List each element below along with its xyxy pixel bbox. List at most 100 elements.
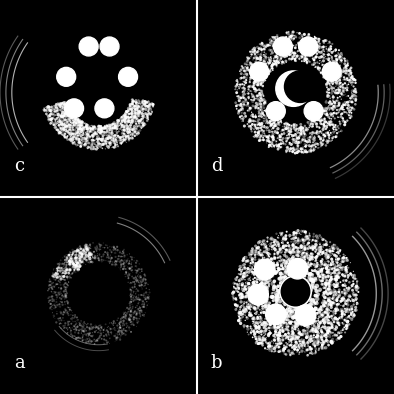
Point [260,76,267,82]
Point [327,105,333,112]
Point [314,271,320,278]
Point [124,323,130,329]
Point [306,31,312,37]
Point [322,69,328,75]
Point [131,275,137,281]
Point [308,327,314,334]
Point [305,126,311,132]
Point [265,294,271,300]
Point [84,126,90,132]
Point [313,256,319,262]
Point [48,108,54,114]
Point [332,263,338,269]
Point [258,280,265,286]
Point [255,291,261,297]
Point [260,303,267,309]
Point [334,288,340,295]
Point [293,341,299,348]
Point [129,116,135,123]
Point [273,58,280,64]
Point [290,145,296,152]
Point [256,128,262,135]
Point [253,125,259,131]
Point [254,287,260,293]
Point [251,314,257,321]
Point [123,332,129,338]
Point [133,296,139,303]
Point [267,118,273,124]
Point [328,258,335,264]
Point [340,258,346,264]
Point [332,273,338,279]
Point [115,329,121,335]
Point [84,126,90,132]
Point [45,105,51,111]
Point [98,130,104,136]
Point [269,114,276,121]
Point [66,114,72,120]
Point [81,126,87,132]
Point [301,307,308,313]
Point [331,284,338,290]
Point [78,132,85,139]
Point [282,261,289,268]
Point [56,318,62,324]
Point [277,247,283,253]
Point [315,340,321,347]
Point [329,282,336,288]
Point [327,301,333,307]
Point [105,135,111,141]
Point [63,107,69,113]
Point [262,99,268,105]
Point [354,300,361,307]
Point [336,335,343,342]
Point [87,145,93,151]
Point [324,120,331,126]
Point [313,327,319,334]
Point [234,89,240,96]
Point [53,319,59,325]
Point [302,245,308,251]
Point [270,136,277,143]
Point [48,112,54,118]
Point [284,308,290,314]
Point [300,262,306,269]
Point [278,302,284,309]
Point [140,300,146,307]
Point [274,33,281,40]
Point [242,70,248,76]
Point [317,118,323,124]
Point [232,302,238,308]
Point [328,72,335,78]
Point [264,259,270,266]
Point [262,316,268,322]
Point [299,54,305,60]
Point [334,103,340,110]
Point [56,130,63,136]
Point [293,292,299,298]
Point [261,100,268,106]
Point [285,291,291,297]
Point [329,49,335,56]
Point [246,310,252,316]
Point [296,351,302,357]
Point [265,68,271,74]
Point [324,303,330,310]
Point [340,106,346,113]
Point [333,276,339,282]
Point [309,282,315,289]
Point [290,294,296,300]
Point [336,119,343,125]
Point [294,296,300,302]
Point [334,291,340,297]
Point [281,295,287,301]
Point [132,108,138,115]
Point [317,145,323,151]
Point [335,246,341,253]
Point [288,268,294,275]
Point [313,313,319,319]
Point [306,321,312,327]
Point [288,125,294,132]
Point [290,245,297,251]
Point [322,242,328,248]
